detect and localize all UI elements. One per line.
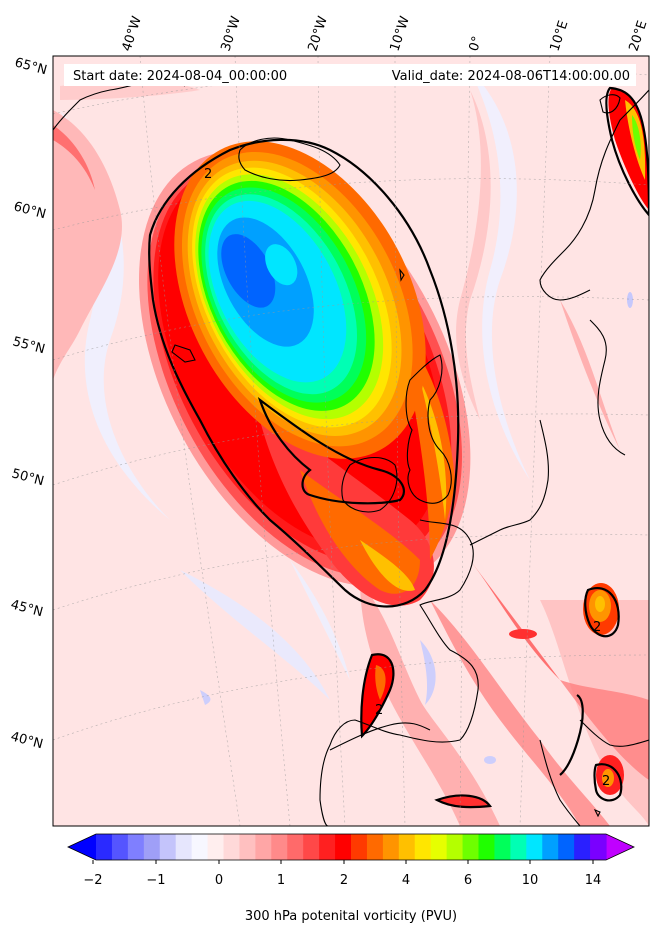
colorbar-swatch — [287, 834, 304, 860]
contour-label: 2 — [593, 620, 601, 635]
lon-label: 0° — [467, 35, 486, 54]
colorbar-swatch — [366, 834, 384, 860]
colorbar-tick-label: 4 — [402, 873, 410, 888]
colorbar-outline — [67, 833, 635, 861]
colorbar-tick-label: 1 — [277, 873, 285, 888]
colorbar-swatch — [478, 834, 496, 860]
pv-core — [174, 141, 426, 459]
colorbar-swatch — [271, 834, 288, 860]
lon-label: 30°W — [219, 14, 244, 53]
start-date: Start date: 2024-08-04_00:00:00 — [73, 69, 287, 84]
colorbar-tick-label: 2 — [340, 873, 348, 888]
colorbar-tick-label: 14 — [585, 873, 602, 888]
pv-blob-northeast — [608, 88, 649, 210]
colorbar-swatch — [590, 834, 607, 860]
colorbar-swatch — [175, 834, 193, 860]
pv-2-contours — [148, 86, 649, 809]
lon-label: 10°W — [388, 14, 413, 53]
colorbar-swatch — [510, 834, 527, 860]
header-box — [64, 64, 636, 86]
colorbar-high-extend — [606, 834, 634, 860]
pv-blob-south — [361, 654, 394, 735]
contour-label: 2 — [375, 703, 383, 718]
colorbar-swatch — [191, 834, 209, 860]
negative-pv-patches — [60, 70, 633, 764]
colorbar-swatch — [239, 834, 256, 860]
coastlines — [53, 79, 649, 826]
colorbar-swatch — [127, 834, 145, 860]
colorbar-swatch — [143, 834, 161, 860]
colorbar-swatch — [430, 834, 448, 860]
colorbar-swatch — [574, 834, 591, 860]
colorbar-swatch — [207, 834, 225, 860]
lat-label: 55°N — [11, 334, 47, 357]
colorbar-swatch — [558, 834, 575, 860]
colorbar-swatch — [462, 834, 480, 860]
colorbar-tick-label: 10 — [522, 873, 539, 888]
colorbar-tick-label: −1 — [146, 873, 165, 888]
lat-label: 60°N — [12, 199, 48, 222]
colorbar-swatch — [223, 834, 241, 860]
colorbar-swatch — [526, 834, 543, 860]
lon-label: 40°W — [120, 14, 145, 53]
colorbar-swatch — [255, 834, 272, 860]
colorbar-swatch — [303, 834, 320, 860]
colorbar-low-extend — [68, 834, 96, 860]
map-frame — [52, 55, 650, 827]
colorbar-swatch — [351, 834, 368, 860]
colorbar-swatch — [398, 834, 416, 860]
colorbar-swatch — [111, 834, 129, 860]
contour-label: 2 — [602, 774, 610, 789]
colorbar-tick-label: 6 — [464, 873, 472, 888]
lat-label: 45°N — [9, 597, 45, 620]
valid-date: Valid_date: 2024-08-06T14:00:00.00 — [392, 69, 630, 84]
pv-blob-east — [583, 583, 619, 635]
colorbar-swatch — [335, 834, 352, 860]
lat-label: 65°N — [13, 55, 49, 78]
lat-label: 40°N — [9, 729, 45, 752]
lon-labels: 40°W 30°W 20°W 10°W 0° 10°E 20°E — [120, 14, 651, 53]
pv-field: 2 2 2 2 — [53, 56, 649, 826]
colorbar-swatch — [319, 834, 336, 860]
colorbar: −2 −1 0 1 2 4 6 10 14 — [67, 833, 635, 888]
lat-label: 50°N — [10, 466, 46, 489]
lon-label: 10°E — [548, 19, 572, 53]
colorbar-swatch — [446, 834, 464, 860]
colorbar-swatch — [494, 834, 511, 860]
colorbar-tick-label: 0 — [215, 873, 223, 888]
colorbar-swatch — [159, 834, 177, 860]
colorbar-swatch — [382, 834, 400, 860]
lat-labels: 65°N 60°N 55°N 50°N 45°N 40°N — [9, 55, 49, 752]
colorbar-tick-label: −2 — [83, 873, 102, 888]
lon-label: 20°E — [627, 19, 651, 53]
lon-label: 20°W — [306, 14, 331, 53]
colorbar-ticks: −2 −1 0 1 2 4 6 10 14 — [83, 860, 601, 888]
colorbar-swatch — [542, 834, 559, 860]
contour-label: 2 — [204, 167, 212, 182]
colorbar-swatch — [96, 834, 113, 860]
colorbar-swatches — [96, 834, 607, 860]
contour-labels: 2 2 2 2 — [204, 167, 610, 789]
colorbar-label: 300 hPa potenital vorticity (PVU) — [245, 909, 457, 924]
colorbar-swatch — [414, 834, 432, 860]
